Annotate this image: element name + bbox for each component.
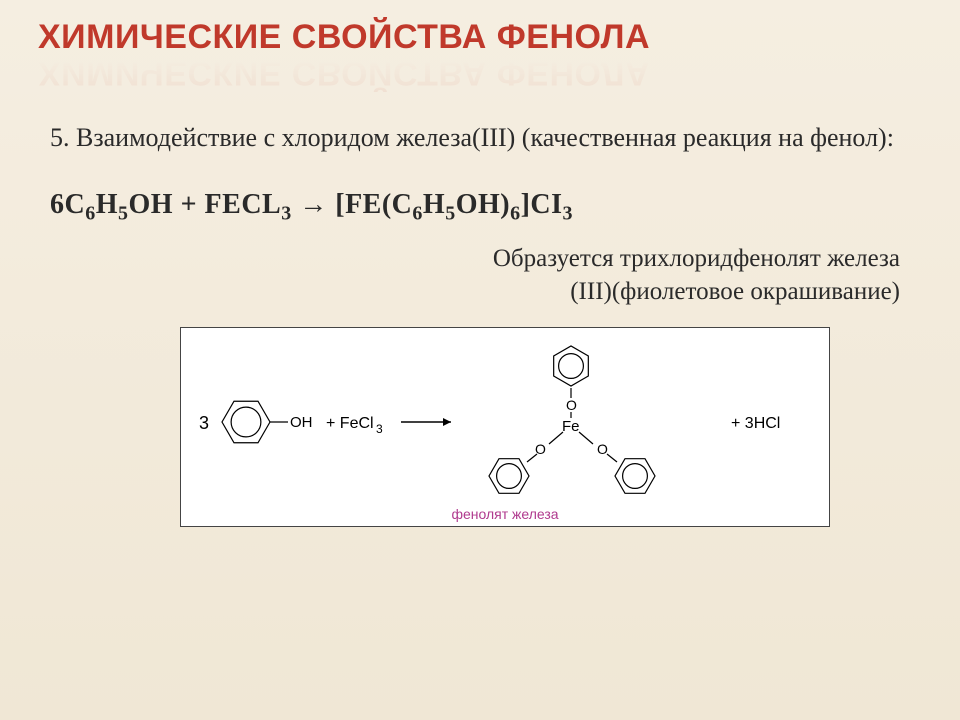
svg-text:3: 3 bbox=[199, 413, 209, 433]
reaction-description: 5. Взаимодействие с хлоридом железа(III)… bbox=[50, 120, 910, 155]
svg-text:O: O bbox=[597, 441, 608, 457]
page-title: ХИМИЧЕСКИЕ СВОЙСТВА ФЕНОЛА bbox=[38, 18, 960, 57]
svg-text:+ FeCl: + FeCl bbox=[326, 415, 374, 432]
svg-text:+ 3HCl: + 3HCl bbox=[731, 415, 780, 432]
product-description: Образуется трихлоридфенолят железа (III)… bbox=[50, 242, 910, 310]
page-title-reflection: ХИМИЧЕСКИЕ СВОЙСТВА ФЕНОЛА bbox=[38, 53, 960, 92]
svg-text:OH: OH bbox=[290, 414, 313, 431]
svg-text:O: O bbox=[566, 397, 577, 413]
svg-text:3: 3 bbox=[376, 422, 383, 436]
structural-diagram: 3OH+ FeCl3FeOOO+ 3HCl фенолят железа bbox=[180, 327, 830, 527]
diagram-caption: фенолят железа bbox=[191, 506, 819, 522]
svg-text:Fe: Fe bbox=[562, 418, 580, 435]
chemical-equation: 6C6H5OH + FECL3 → [FE(C6H5OH)6]CI3 bbox=[50, 189, 910, 226]
